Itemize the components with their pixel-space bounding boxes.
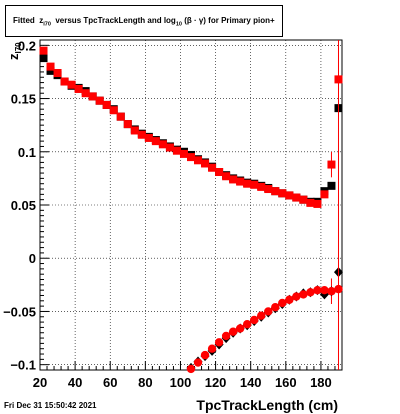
data-point-square — [327, 160, 336, 169]
data-point-square — [123, 120, 132, 129]
data-point-square — [187, 153, 195, 162]
data-point-square — [179, 149, 188, 158]
data-point-square — [243, 179, 252, 188]
data-point-square — [109, 106, 118, 115]
data-point-square — [137, 130, 146, 139]
y-axis-label: zI70 — [6, 42, 23, 60]
data-point-square — [264, 185, 273, 194]
chart-title-box: Fitted zI70 versus TpcTrackLength and lo… — [5, 5, 283, 37]
data-point-square — [271, 187, 280, 196]
data-point-square — [158, 140, 167, 149]
data-point-circle — [292, 292, 301, 301]
title-suffix: (β · γ) for Primary pion+ — [184, 16, 275, 25]
data-point-circle — [242, 320, 252, 329]
data-point-square — [306, 198, 315, 207]
data-point-square — [39, 54, 48, 63]
data-point-circle — [285, 295, 294, 304]
data-point-square — [81, 89, 90, 98]
x-tick-label: 20 — [33, 375, 47, 390]
data-point-square — [229, 175, 238, 184]
data-point-circle — [271, 302, 280, 312]
y-tick-label: 0.1 — [18, 145, 36, 160]
data-point-circle — [313, 285, 322, 295]
data-point-circle — [299, 290, 308, 299]
x-tick-label: 160 — [275, 375, 297, 390]
data-point-square — [320, 190, 329, 199]
data-point-circle — [228, 327, 238, 336]
x-tick-label: 60 — [103, 375, 117, 390]
data-point-square — [215, 168, 224, 176]
data-point-square — [194, 156, 203, 165]
data-point-square — [250, 180, 259, 189]
data-marks — [39, 46, 343, 374]
data-point-circle — [235, 324, 245, 333]
data-point-circle — [264, 307, 273, 316]
footer-timestamp: Fri Dec 31 15:50:42 2021 — [4, 401, 97, 410]
title-mid: versus TpcTrackLength and log — [55, 16, 176, 25]
data-point-circle — [320, 285, 329, 295]
data-point-circle — [250, 315, 259, 325]
data-point-square — [201, 159, 210, 168]
data-point-square — [130, 126, 139, 135]
y-tick-label: 0.15 — [11, 92, 36, 107]
x-tick-label: 120 — [205, 375, 227, 390]
x-tick-label: 180 — [310, 375, 332, 390]
data-point-square — [67, 80, 76, 89]
data-point-square — [292, 193, 301, 202]
title-log-sub: 10 — [175, 21, 182, 28]
data-point-circle — [257, 311, 266, 320]
data-point-square — [278, 189, 287, 198]
data-point-square — [172, 146, 181, 155]
x-tick-label: 40 — [68, 375, 82, 390]
y-tick-label: 0.2 — [18, 38, 36, 53]
data-point-square — [144, 133, 153, 142]
title-var-sub: I70 — [43, 21, 51, 28]
data-point-square — [151, 137, 160, 146]
x-tick-label: 100 — [170, 375, 192, 390]
title-prefix: Fitted — [13, 16, 35, 25]
data-point-circle — [207, 344, 217, 353]
data-point-square — [53, 69, 62, 77]
data-point-circle — [193, 358, 203, 367]
data-point-circle — [327, 287, 336, 296]
data-point-square — [257, 182, 266, 191]
data-point-square — [88, 92, 97, 101]
data-point-square — [74, 84, 83, 93]
data-point-square — [95, 96, 104, 105]
data-point-square — [222, 172, 231, 181]
data-point-circle — [214, 338, 224, 347]
x-tick-label: 140 — [240, 375, 262, 390]
data-point-circle — [221, 331, 231, 341]
y-tick-label: 0 — [29, 251, 36, 266]
y-tick-label: 0.05 — [11, 198, 36, 213]
y-tick-label: −0.1 — [10, 358, 36, 373]
data-point-square — [46, 62, 55, 71]
data-point-square — [299, 195, 308, 204]
data-point-square — [327, 181, 336, 190]
data-point-square — [285, 191, 294, 200]
data-point-circle — [278, 298, 287, 308]
title-var: z — [39, 16, 44, 25]
data-point-square — [313, 199, 322, 208]
data-point-square — [102, 100, 111, 109]
data-point-square — [46, 66, 55, 75]
data-point-square — [165, 143, 174, 152]
chart-title: Fitted zI70 versus TpcTrackLength and lo… — [13, 16, 275, 28]
data-point-circle — [186, 364, 196, 374]
data-point-square — [39, 46, 48, 55]
data-point-square — [116, 112, 125, 121]
axis-ticks: 20 40 60 80 100 120 140 160 180 −0.1 −0.05 0 0.05 0.1… — [3, 38, 343, 390]
x-tick-label: 80 — [138, 375, 152, 390]
y-tick-label: −0.05 — [3, 304, 36, 319]
data-point-square — [60, 77, 69, 86]
data-point-square — [208, 163, 217, 172]
data-point-circle — [200, 350, 210, 360]
x-axis-label: TpcTrackLength (cm) — [196, 397, 338, 413]
data-point-circle — [306, 288, 315, 297]
data-point-square — [236, 177, 245, 186]
